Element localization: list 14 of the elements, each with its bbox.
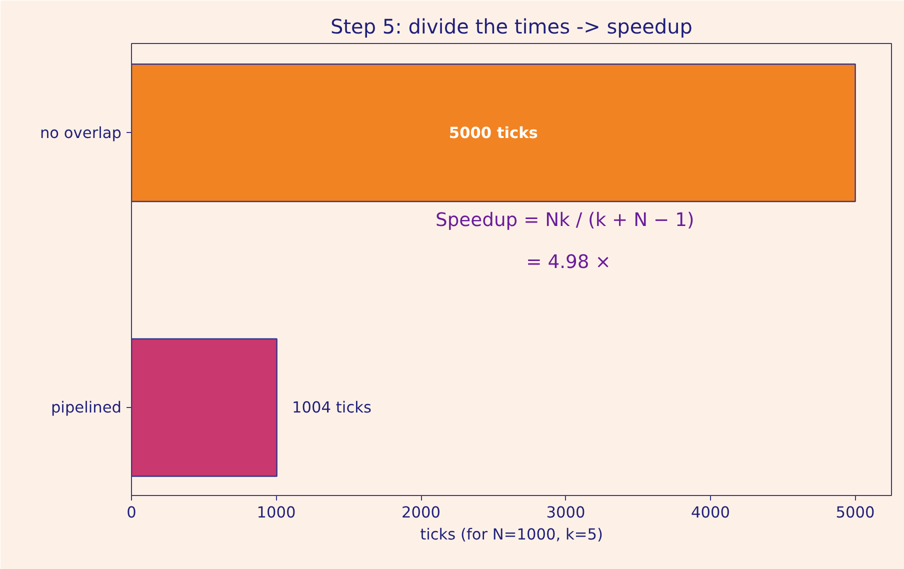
data-label: 1004 ticks <box>292 398 372 417</box>
annotation: Speedup = Nk / (k + N − 1) <box>436 210 694 231</box>
x-axis-title: ticks (for N=1000, k=5) <box>420 526 603 544</box>
x-tick-label: 5000 <box>836 504 875 522</box>
data-label: 5000 ticks <box>448 124 538 142</box>
chart-title: Step 5: divide the times -> speedup <box>330 14 692 38</box>
x-tick-label: 0 <box>126 504 136 522</box>
y-tick-label: no overlap <box>40 124 122 142</box>
x-tick-label: 2000 <box>402 504 441 522</box>
annotation: = 4.98 × <box>526 252 611 273</box>
x-tick-label: 4000 <box>691 504 730 522</box>
x-tick-label: 1000 <box>256 504 296 522</box>
x-tick-label: 3000 <box>546 504 586 522</box>
y-tick-label: pipelined <box>50 398 122 417</box>
